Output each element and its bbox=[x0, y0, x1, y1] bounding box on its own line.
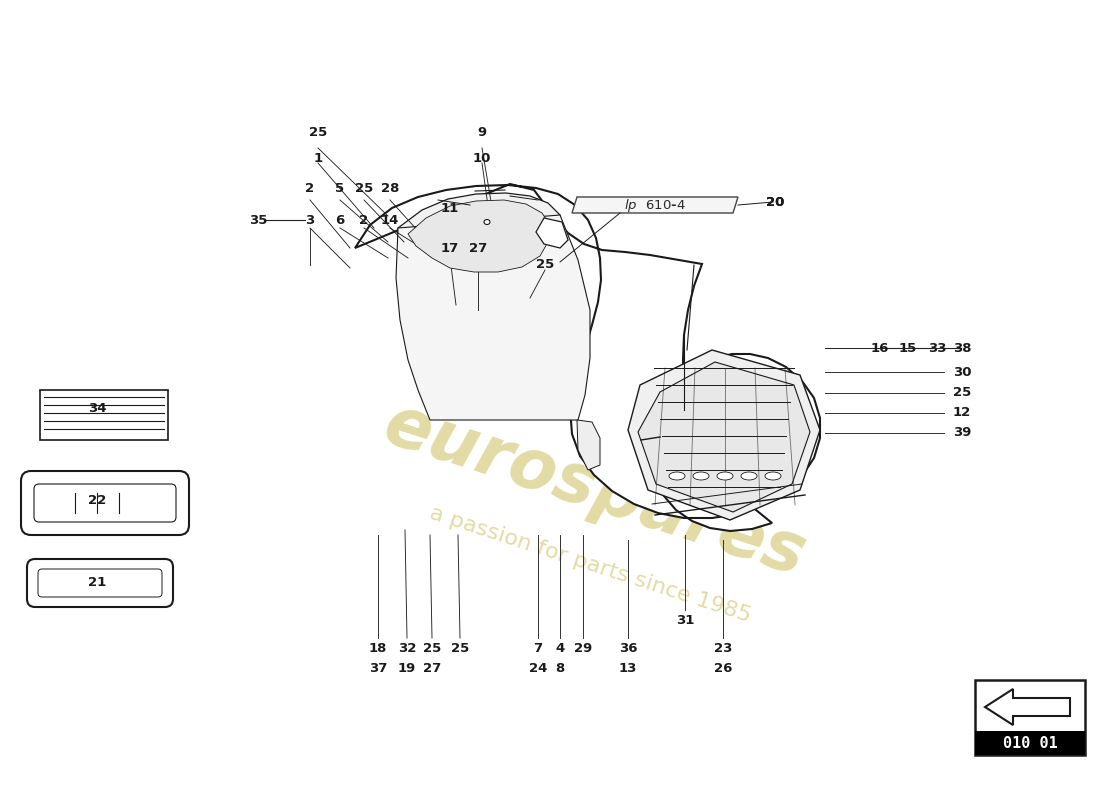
Text: 19: 19 bbox=[398, 662, 416, 674]
Text: 25: 25 bbox=[309, 126, 327, 139]
Text: 36: 36 bbox=[618, 642, 637, 654]
Polygon shape bbox=[572, 197, 738, 213]
Text: 010 01: 010 01 bbox=[1002, 735, 1057, 750]
Polygon shape bbox=[638, 362, 810, 512]
Text: eurospares: eurospares bbox=[376, 390, 814, 590]
Polygon shape bbox=[408, 200, 550, 272]
Text: 34: 34 bbox=[88, 402, 107, 414]
Text: 30: 30 bbox=[953, 366, 971, 378]
Text: 11: 11 bbox=[441, 202, 459, 214]
Text: 15: 15 bbox=[899, 342, 917, 354]
FancyBboxPatch shape bbox=[21, 471, 189, 535]
Text: 3: 3 bbox=[306, 214, 315, 226]
Text: $\it{lp}$  $\it{610}$-$\it{4}$: $\it{lp}$ $\it{610}$-$\it{4}$ bbox=[624, 197, 686, 214]
Text: 2: 2 bbox=[306, 182, 315, 194]
Ellipse shape bbox=[764, 472, 781, 480]
Polygon shape bbox=[398, 193, 564, 280]
Text: 1: 1 bbox=[314, 151, 322, 165]
Text: 17: 17 bbox=[441, 242, 459, 254]
Polygon shape bbox=[536, 218, 568, 248]
Text: 37: 37 bbox=[368, 662, 387, 674]
Text: 13: 13 bbox=[619, 662, 637, 674]
Text: 29: 29 bbox=[574, 642, 592, 654]
Text: 20: 20 bbox=[766, 195, 784, 209]
Text: 24: 24 bbox=[529, 662, 547, 674]
Text: a passion for parts since 1985: a passion for parts since 1985 bbox=[427, 503, 754, 626]
Text: 16: 16 bbox=[871, 342, 889, 354]
Text: 25: 25 bbox=[422, 642, 441, 654]
Ellipse shape bbox=[484, 219, 490, 225]
Text: 25: 25 bbox=[953, 386, 971, 399]
Ellipse shape bbox=[693, 472, 710, 480]
Text: 10: 10 bbox=[473, 151, 492, 165]
Ellipse shape bbox=[669, 472, 685, 480]
Text: 33: 33 bbox=[927, 342, 946, 354]
Text: 6: 6 bbox=[336, 214, 344, 226]
Ellipse shape bbox=[741, 472, 757, 480]
Text: 27: 27 bbox=[422, 662, 441, 674]
Polygon shape bbox=[975, 680, 1085, 755]
Polygon shape bbox=[578, 420, 600, 470]
Text: 5: 5 bbox=[336, 182, 344, 194]
Polygon shape bbox=[984, 689, 1070, 725]
Text: 22: 22 bbox=[88, 494, 106, 506]
Text: 12: 12 bbox=[953, 406, 971, 419]
FancyBboxPatch shape bbox=[34, 484, 176, 522]
Text: 23: 23 bbox=[714, 642, 733, 654]
Polygon shape bbox=[396, 215, 590, 420]
Polygon shape bbox=[628, 350, 820, 520]
Text: 7: 7 bbox=[534, 642, 542, 654]
Polygon shape bbox=[355, 184, 820, 531]
Text: 14: 14 bbox=[381, 214, 399, 226]
Text: 31: 31 bbox=[675, 614, 694, 626]
Text: 32: 32 bbox=[398, 642, 416, 654]
Text: 39: 39 bbox=[953, 426, 971, 439]
Text: 8: 8 bbox=[556, 662, 564, 674]
Text: 25: 25 bbox=[355, 182, 373, 194]
Text: 25: 25 bbox=[536, 258, 554, 271]
Text: 9: 9 bbox=[477, 126, 486, 139]
Text: 35: 35 bbox=[249, 214, 267, 226]
Text: 2: 2 bbox=[360, 214, 368, 226]
Text: 21: 21 bbox=[88, 575, 106, 589]
Polygon shape bbox=[40, 390, 168, 440]
Text: 20: 20 bbox=[766, 195, 784, 209]
FancyBboxPatch shape bbox=[28, 559, 173, 607]
Ellipse shape bbox=[717, 472, 733, 480]
Text: 18: 18 bbox=[368, 642, 387, 654]
Text: 28: 28 bbox=[381, 182, 399, 194]
Polygon shape bbox=[975, 731, 1085, 755]
FancyBboxPatch shape bbox=[39, 569, 162, 597]
Text: 27: 27 bbox=[469, 242, 487, 254]
Text: 26: 26 bbox=[714, 662, 733, 674]
Text: 25: 25 bbox=[451, 642, 469, 654]
Text: 38: 38 bbox=[953, 342, 971, 354]
Text: 4: 4 bbox=[556, 642, 564, 654]
